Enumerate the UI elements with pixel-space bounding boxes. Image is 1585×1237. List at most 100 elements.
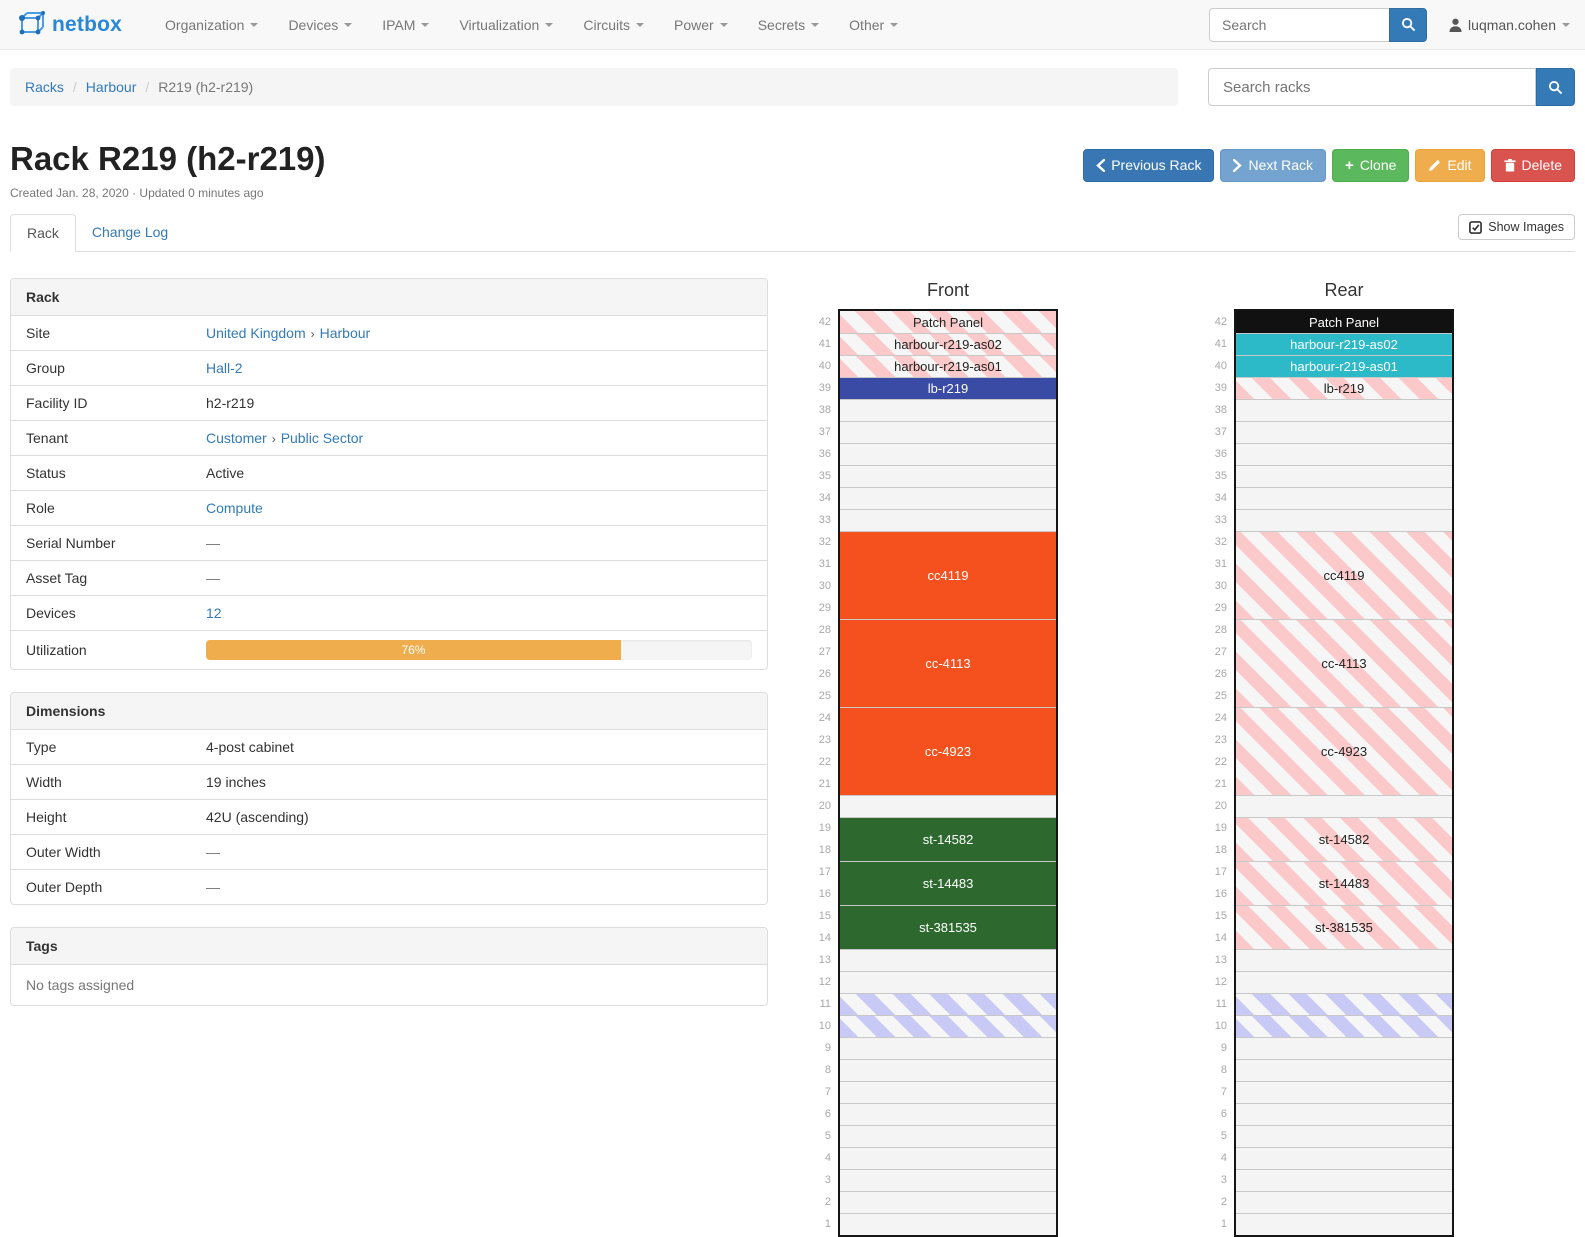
- global-search-input[interactable]: [1209, 7, 1390, 42]
- rack-device-label: harbour-r219-as01: [894, 359, 1002, 374]
- row-value: Compute: [206, 490, 767, 526]
- unit-number: 5: [1220, 1130, 1227, 1142]
- rack-device[interactable]: cc4119: [1236, 531, 1452, 619]
- rack-device[interactable]: st-381535: [840, 905, 1056, 949]
- breadcrumb-link[interactable]: Harbour: [85, 79, 137, 95]
- row-value: —: [206, 869, 767, 904]
- rack-empty-unit: [840, 795, 1056, 817]
- row-value-link[interactable]: Public Sector: [280, 430, 364, 446]
- rack-device[interactable]: cc-4923: [840, 707, 1056, 795]
- row-value-muted: —: [206, 570, 220, 586]
- nav-item-virtualization[interactable]: Virtualization: [444, 2, 568, 48]
- rack-device[interactable]: st-14582: [1236, 817, 1452, 861]
- row-value-link[interactable]: Hall-2: [206, 360, 243, 376]
- nav-item-ipam[interactable]: IPAM: [367, 2, 444, 48]
- row-value: Active: [206, 455, 767, 491]
- rack-device[interactable]: st-14483: [840, 861, 1056, 905]
- unit-number: 40: [818, 360, 831, 372]
- row-value-muted: —: [206, 879, 220, 895]
- nav-item-secrets[interactable]: Secrets: [743, 2, 834, 48]
- rack-empty-unit: [840, 1191, 1056, 1213]
- next-rack-button[interactable]: Next Rack: [1220, 149, 1327, 182]
- table-row: Group Hall-2: [11, 350, 767, 386]
- row-value-link[interactable]: 12: [206, 605, 222, 621]
- unit-number: 22: [818, 756, 831, 768]
- rack-device-label: lb-r219: [927, 381, 969, 396]
- rack-device-label: st-381535: [1315, 920, 1373, 935]
- link-separator: ›: [310, 327, 315, 341]
- unit-number: 28: [1214, 624, 1227, 636]
- delete-button[interactable]: Delete: [1490, 149, 1575, 182]
- rack-device[interactable]: harbour-r219-as01: [1236, 355, 1452, 377]
- rack-empty-unit: [840, 971, 1056, 993]
- rear-elevation: Rear 42 41 40 39 38 37 36 35 34 33 32 31 30 29 28 27 26 2…: [1212, 280, 1454, 1237]
- rack-device[interactable]: st-14582: [840, 817, 1056, 861]
- rear-rack-grid: Patch Panel harbour-r219-as02 harbour-r219…: [1234, 309, 1454, 1237]
- edit-button[interactable]: Edit: [1415, 149, 1485, 182]
- nav-item-other[interactable]: Other: [834, 2, 913, 48]
- clone-button[interactable]: + Clone: [1332, 149, 1410, 182]
- global-search-button[interactable]: [1389, 7, 1428, 42]
- rack-device[interactable]: cc4119: [840, 531, 1056, 619]
- unit-number: 20: [818, 800, 831, 812]
- unit-number: 39: [1214, 382, 1227, 394]
- tab-change-log[interactable]: Change Log: [91, 224, 169, 240]
- rack-device[interactable]: lb-r219: [1236, 377, 1452, 399]
- rack-device[interactable]: cc-4923: [1236, 707, 1452, 795]
- rack-search-input[interactable]: [1208, 68, 1536, 106]
- rack-device-label: cc4119: [1323, 568, 1365, 583]
- rack-device[interactable]: harbour-r219-as01: [840, 355, 1056, 377]
- show-images-button[interactable]: Show Images: [1458, 214, 1575, 240]
- previous-rack-button[interactable]: Previous Rack: [1083, 149, 1215, 182]
- row-value-link[interactable]: Compute: [206, 500, 263, 516]
- unit-number: 31: [818, 558, 831, 570]
- table-row: Asset Tag —: [11, 560, 767, 596]
- rack-device[interactable]: st-381535: [1236, 905, 1452, 949]
- rack-device[interactable]: Patch Panel: [1236, 311, 1452, 333]
- front-unit-numbers: 42 41 40 39 38 37 36 35 34 33 32 31 30 29 28 27 26 25 24 23…: [816, 311, 838, 1237]
- unit-number: 38: [818, 404, 831, 416]
- nav-item-label: Power: [674, 16, 714, 33]
- nav-item-circuits[interactable]: Circuits: [568, 2, 659, 48]
- rack-device[interactable]: harbour-r219-as02: [840, 333, 1056, 355]
- pencil-icon: [1429, 159, 1441, 171]
- chevron-down-icon: [890, 22, 899, 27]
- global-search: [1209, 7, 1428, 42]
- row-value-text: Active: [206, 465, 245, 481]
- nav-item-label: Devices: [288, 16, 339, 33]
- chevron-down-icon: [250, 22, 259, 27]
- netbox-logo[interactable]: netbox: [15, 10, 122, 39]
- unit-number: 38: [1214, 404, 1227, 416]
- rack-device[interactable]: st-14483: [1236, 861, 1452, 905]
- rack-search-button[interactable]: [1536, 68, 1575, 106]
- unit-number: 4: [824, 1152, 831, 1164]
- nav-item-devices[interactable]: Devices: [273, 2, 367, 48]
- rack-device[interactable]: lb-r219: [840, 377, 1056, 399]
- tags-empty-text: No tags assigned: [26, 977, 135, 993]
- rack-device[interactable]: harbour-r219-as02: [1236, 333, 1452, 355]
- nav-menu: Organization Devices IPAM Virtualization Cir…: [150, 2, 1209, 48]
- breadcrumb-link[interactable]: Racks: [25, 79, 64, 95]
- front-elevation: Front 42 41 40 39 38 37 36 35 34 33 32 31 30 29 28 27 26…: [816, 280, 1058, 1237]
- rack-device[interactable]: cc-4113: [1236, 619, 1452, 707]
- rack-empty-unit: [1236, 399, 1452, 421]
- unit-number: 10: [1214, 1020, 1227, 1032]
- unit-number: 40: [1214, 360, 1227, 372]
- table-row: Facility ID h2-r219: [11, 385, 767, 421]
- nav-item-organization[interactable]: Organization: [150, 2, 273, 48]
- nav-item-power[interactable]: Power: [659, 2, 743, 48]
- rack-device-label: st-14582: [1318, 832, 1370, 847]
- row-value-link[interactable]: United Kingdom: [206, 325, 306, 341]
- tab-rack[interactable]: Rack: [10, 214, 76, 252]
- row-value-link[interactable]: Harbour: [319, 325, 371, 341]
- user-menu[interactable]: luqman.cohen: [1449, 17, 1570, 33]
- rack-empty-unit: [1236, 971, 1452, 993]
- unit-number: 1: [824, 1218, 831, 1230]
- rack-device[interactable]: Patch Panel: [840, 311, 1056, 333]
- unit-number: 42: [1214, 316, 1227, 328]
- rack-empty-unit: [840, 487, 1056, 509]
- breadcrumb: Racks / Harbour / R219 (h2-r219): [10, 68, 1178, 106]
- rack-device[interactable]: cc-4113: [840, 619, 1056, 707]
- row-value-link[interactable]: Customer: [206, 430, 267, 446]
- rack-details-column: Rack Site United Kingdom › Harbour Group Hall…: [10, 278, 768, 1028]
